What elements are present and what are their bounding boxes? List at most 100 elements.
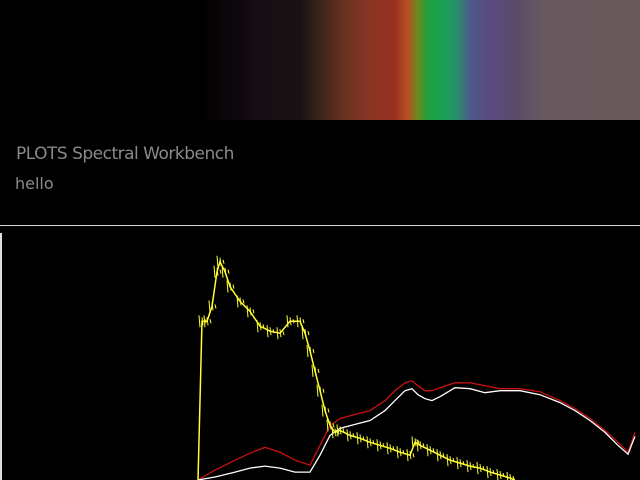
- series-noise-mark: [486, 466, 489, 479]
- series-noise-mark: [203, 315, 206, 328]
- series-noise-mark: [229, 282, 232, 291]
- series-noise-mark: [219, 269, 222, 274]
- plot-axis-left: [0, 233, 2, 480]
- series-noise-mark: [211, 302, 214, 311]
- series-noise-mark: [213, 265, 216, 278]
- series-noise-mark: [222, 259, 225, 264]
- series-noise-mark: [446, 454, 449, 467]
- series-noise-mark: [314, 366, 317, 375]
- series-noise-mark: [436, 449, 439, 462]
- series-noise-mark: [479, 464, 482, 473]
- series-noise-mark: [406, 449, 409, 462]
- series-noise-mark: [301, 327, 304, 340]
- series-noise-mark: [324, 406, 327, 415]
- series-noise-mark: [327, 408, 330, 413]
- series-noise-mark: [334, 428, 337, 437]
- series-noise-mark: [506, 471, 509, 480]
- series-noise-mark: [306, 344, 309, 358]
- series-noise-mark: [459, 459, 462, 468]
- series-noise-mark: [466, 460, 469, 473]
- series-noise-mark: [236, 295, 239, 308]
- series-noise-mark: [472, 463, 475, 469]
- series-noise-mark: [439, 451, 442, 460]
- series-noise-mark: [366, 436, 369, 449]
- series-noise-mark: [409, 451, 412, 460]
- series-noise-mark: [482, 465, 485, 471]
- series-noise-mark: [362, 436, 365, 441]
- series-noise-mark: [219, 257, 222, 266]
- series-noise-mark: [307, 331, 310, 336]
- series-noise-mark: [312, 348, 315, 354]
- series-noise-mark: [429, 446, 432, 455]
- series-noise-mark: [336, 424, 339, 437]
- series-noise-mark: [279, 329, 282, 338]
- series-noise-mark: [302, 319, 305, 324]
- series-noise-mark: [316, 384, 319, 397]
- page-title: PLOTS Spectral Workbench: [16, 144, 234, 164]
- series-noise-mark: [209, 319, 212, 324]
- series-noise-mark: [339, 426, 342, 435]
- series-noise-mark: [289, 317, 292, 326]
- series-noise-mark: [379, 441, 382, 450]
- spectrum-plot-frame: [0, 225, 640, 480]
- series-noise-mark: [326, 419, 329, 432]
- series-noise-mark: [269, 327, 272, 336]
- series-noise-mark: [286, 315, 289, 328]
- series-noise-mark: [272, 329, 275, 334]
- series-noise-mark: [242, 299, 245, 304]
- spectrum-description: hello: [15, 174, 54, 193]
- series-noise-mark: [426, 444, 429, 457]
- series-noise-mark: [512, 475, 515, 480]
- series-noise-mark: [442, 453, 445, 458]
- series-noise-mark: [259, 322, 262, 331]
- series-noise-mark: [412, 453, 415, 458]
- series-noise-mark: [452, 458, 455, 463]
- series-noise-mark: [322, 388, 325, 393]
- series-noise-mark: [317, 368, 320, 374]
- series-noise-mark: [332, 423, 335, 428]
- series-noise-mark: [201, 317, 204, 326]
- series-noise-mark: [226, 280, 229, 293]
- series-noise-mark: [346, 429, 349, 442]
- series-line-red: [197, 380, 636, 480]
- series-noise-mark: [402, 450, 405, 455]
- series-noise-mark: [252, 309, 255, 314]
- series-noise-mark: [216, 255, 219, 268]
- series-noise-mark: [372, 440, 375, 445]
- series-noise-mark: [311, 364, 314, 377]
- series-noise-mark: [496, 468, 499, 480]
- spectrum-image: [0, 0, 640, 120]
- series-noise-mark: [449, 456, 452, 465]
- series-noise-mark: [232, 284, 235, 289]
- series-noise-mark: [208, 300, 211, 313]
- series-noise-mark: [309, 346, 312, 356]
- series-noise-mark: [249, 307, 252, 316]
- series-noise-mark: [509, 473, 512, 480]
- series-noise-mark: [239, 297, 242, 306]
- series-noise-mark: [329, 421, 332, 430]
- series-noise-mark: [359, 434, 362, 443]
- series-noise-mark: [492, 469, 495, 475]
- series-noise-mark: [356, 432, 359, 445]
- series-noise-mark: [389, 444, 392, 453]
- series-noise-mark: [399, 448, 402, 457]
- series-noise-mark: [476, 462, 479, 475]
- series-noise-mark: [227, 269, 230, 274]
- series-noise-mark: [414, 438, 417, 447]
- series-noise-mark: [214, 304, 217, 309]
- series-noise-mark: [337, 430, 340, 435]
- series-noise-mark: [216, 267, 219, 276]
- series-noise-mark: [411, 436, 414, 449]
- series-noise-mark: [206, 317, 209, 326]
- series-noise-mark: [499, 470, 502, 480]
- series-noise-mark: [321, 404, 324, 417]
- series-noise-mark: [386, 442, 389, 455]
- series-noise-mark: [296, 315, 299, 328]
- series-noise-mark: [262, 324, 265, 329]
- series-noise-mark: [352, 433, 355, 438]
- series-noise-mark: [331, 426, 334, 439]
- series-noise-mark: [422, 443, 425, 448]
- series-noise-mark: [198, 315, 201, 328]
- series-noise-mark: [456, 457, 459, 470]
- series-noise-mark: [246, 305, 249, 318]
